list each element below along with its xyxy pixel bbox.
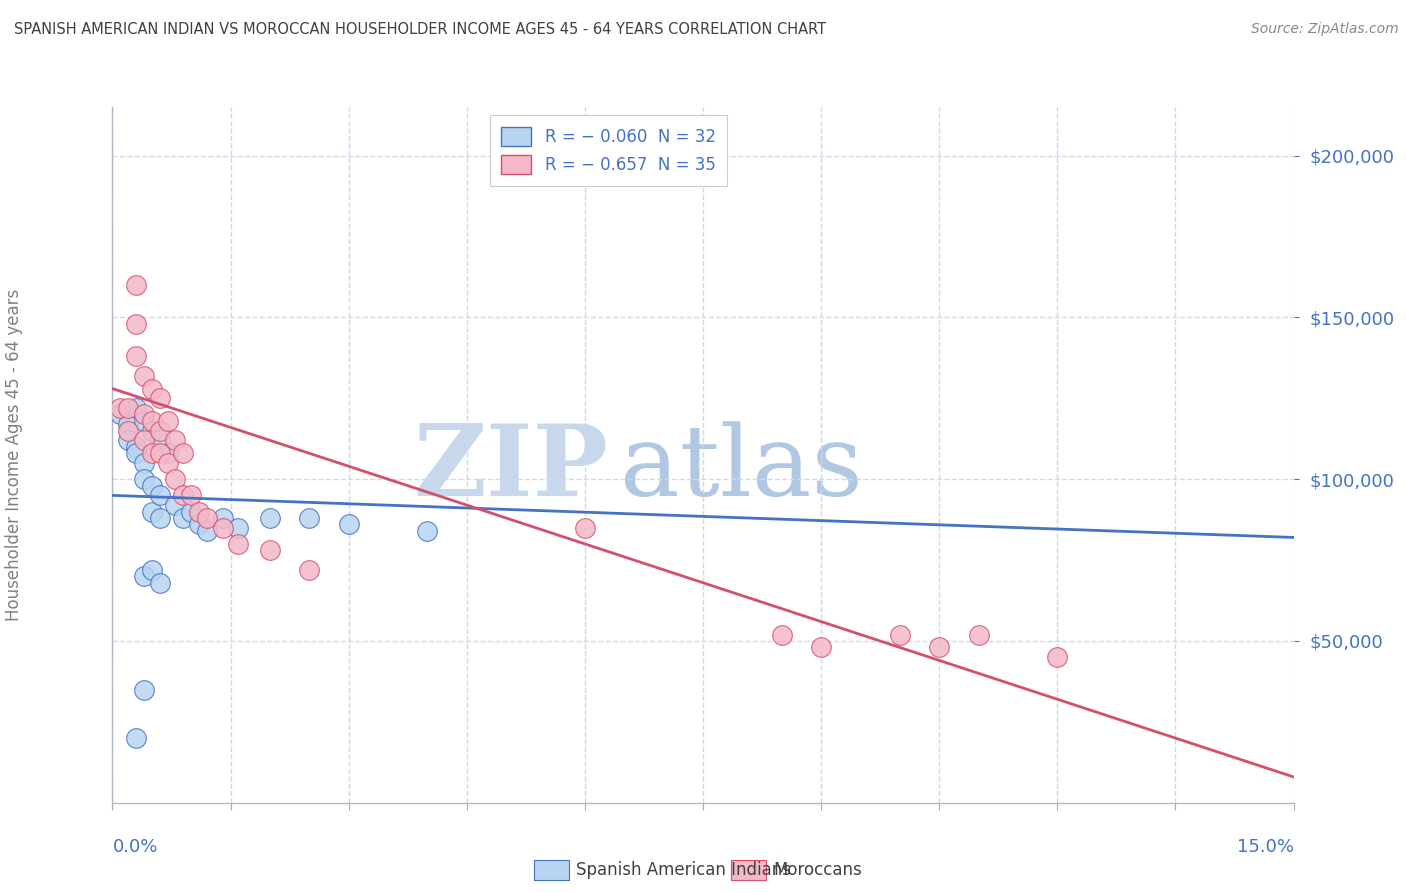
Legend: R = − 0.060  N = 32, R = − 0.657  N = 35: R = − 0.060 N = 32, R = − 0.657 N = 35	[489, 115, 727, 186]
Point	[967, 627, 990, 641]
Point	[132, 414, 155, 428]
Point	[132, 368, 155, 383]
Point	[156, 446, 179, 460]
Point	[165, 434, 187, 448]
Point	[228, 537, 250, 551]
Point	[180, 488, 202, 502]
Point	[298, 563, 321, 577]
Point	[132, 456, 155, 470]
Point	[141, 424, 163, 438]
Point	[149, 434, 172, 448]
Point	[125, 317, 148, 331]
Point	[188, 517, 211, 532]
Point	[172, 488, 194, 502]
Point	[165, 472, 187, 486]
Point	[132, 408, 155, 422]
Text: ZIP: ZIP	[413, 420, 609, 517]
Point	[416, 524, 439, 538]
Point	[141, 478, 163, 492]
Point	[149, 511, 172, 525]
Point	[172, 446, 194, 460]
Point	[125, 278, 148, 293]
Point	[117, 424, 139, 438]
Point	[259, 511, 281, 525]
Point	[770, 627, 793, 641]
Point	[337, 517, 360, 532]
Point	[574, 521, 596, 535]
Point	[810, 640, 832, 655]
Point	[156, 414, 179, 428]
Point	[188, 504, 211, 518]
Point	[165, 498, 187, 512]
Point	[132, 472, 155, 486]
Point	[141, 446, 163, 460]
Text: atlas: atlas	[620, 421, 863, 516]
Text: Householder Income Ages 45 - 64 years: Householder Income Ages 45 - 64 years	[6, 289, 22, 621]
Point	[180, 504, 202, 518]
Point	[211, 511, 233, 525]
Point	[149, 446, 172, 460]
Point	[110, 401, 132, 415]
Point	[132, 569, 155, 583]
Text: SPANISH AMERICAN INDIAN VS MOROCCAN HOUSEHOLDER INCOME AGES 45 - 64 YEARS CORREL: SPANISH AMERICAN INDIAN VS MOROCCAN HOUS…	[14, 22, 827, 37]
Point	[1046, 650, 1069, 665]
Point	[156, 456, 179, 470]
Point	[195, 524, 218, 538]
Point	[125, 440, 148, 454]
Point	[132, 434, 155, 448]
Point	[228, 521, 250, 535]
Point	[125, 401, 148, 415]
Text: 0.0%: 0.0%	[112, 838, 157, 856]
Point	[211, 521, 233, 535]
Point	[141, 382, 163, 396]
Point	[298, 511, 321, 525]
Point	[125, 731, 148, 745]
Text: 15.0%: 15.0%	[1236, 838, 1294, 856]
Point	[141, 563, 163, 577]
Text: Source: ZipAtlas.com: Source: ZipAtlas.com	[1251, 22, 1399, 37]
Point	[141, 504, 163, 518]
Point	[172, 511, 194, 525]
Text: Moroccans: Moroccans	[773, 861, 862, 879]
Point	[132, 682, 155, 697]
Text: Spanish American Indians: Spanish American Indians	[576, 861, 792, 879]
Point	[117, 417, 139, 432]
Point	[928, 640, 950, 655]
Point	[117, 401, 139, 415]
Point	[149, 424, 172, 438]
Point	[149, 392, 172, 406]
Point	[117, 434, 139, 448]
Point	[141, 414, 163, 428]
Point	[149, 575, 172, 590]
Point	[125, 349, 148, 363]
Point	[149, 488, 172, 502]
Point	[889, 627, 911, 641]
Point	[110, 408, 132, 422]
Point	[125, 446, 148, 460]
Point	[259, 543, 281, 558]
Point	[195, 511, 218, 525]
